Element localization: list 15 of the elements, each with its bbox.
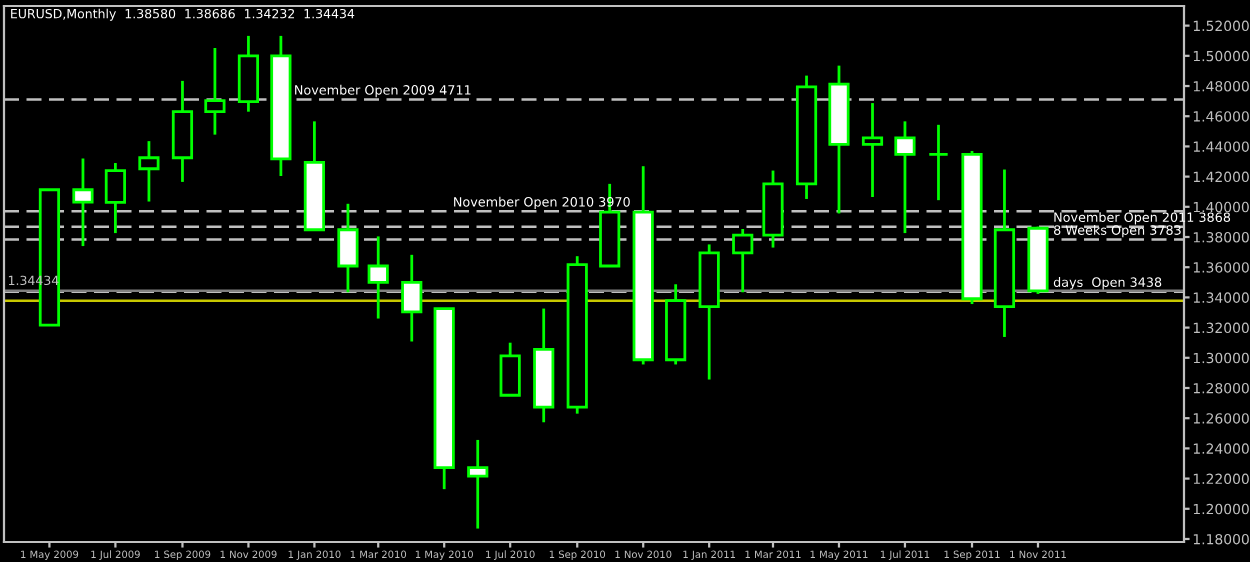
candlestick	[337, 202, 359, 294]
candlestick	[138, 139, 160, 203]
candlestick	[367, 235, 389, 320]
candlestick	[104, 161, 126, 235]
candlestick	[894, 119, 916, 235]
candlestick	[401, 253, 423, 343]
candlestick	[927, 123, 950, 202]
candlestick	[467, 438, 489, 530]
candlestick	[237, 34, 260, 114]
candlestick	[499, 341, 521, 397]
candlestick	[732, 227, 754, 294]
candlestick	[204, 46, 226, 137]
candlestick	[861, 101, 884, 199]
candlestick	[171, 79, 194, 184]
candlestick	[72, 157, 94, 248]
